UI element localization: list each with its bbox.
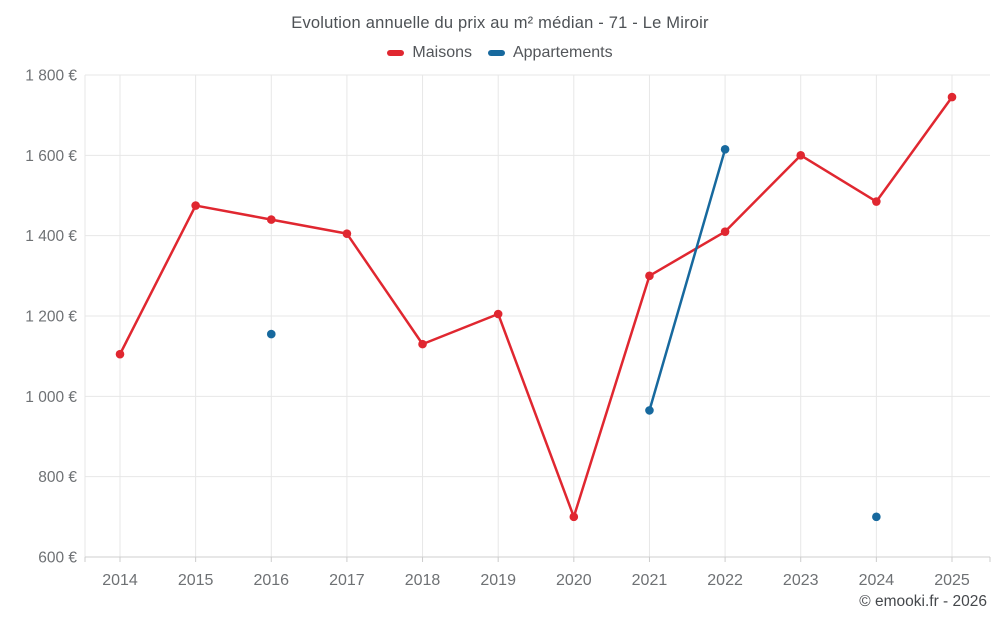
data-point-maisons-2014[interactable] bbox=[115, 349, 125, 359]
maisons-series-swatch-icon bbox=[387, 50, 405, 56]
data-point-maisons-2022[interactable] bbox=[720, 227, 730, 236]
data-point-maisons-2016[interactable] bbox=[266, 215, 276, 224]
x-axis-label: 2022 bbox=[707, 572, 743, 589]
credit-link[interactable]: © emooki.fr - 2026 bbox=[859, 593, 987, 610]
y-axis-label: 800 € bbox=[38, 469, 77, 486]
data-point-maisons-2024[interactable] bbox=[872, 197, 881, 206]
y-axis-label: 1 600 € bbox=[25, 148, 77, 165]
chart-title: Evolution annuelle du prix au m² médian … bbox=[291, 14, 709, 32]
x-axis-label: 2020 bbox=[556, 572, 592, 589]
x-axis-label: 2024 bbox=[859, 572, 895, 589]
x-axis-label: 2017 bbox=[329, 572, 365, 589]
data-point-maisons-2023[interactable] bbox=[796, 151, 806, 160]
data-point-maisons-2025[interactable] bbox=[947, 92, 957, 102]
x-axis-label: 2019 bbox=[480, 572, 516, 589]
legend: Maisons Appartements bbox=[0, 44, 1000, 62]
legend-label-maisons: Maisons bbox=[412, 44, 472, 61]
x-axis-label: 2025 bbox=[934, 572, 970, 589]
x-axis-label: 2015 bbox=[178, 572, 214, 589]
y-axis-label: 1 200 € bbox=[25, 309, 77, 326]
data-point-maisons-2018[interactable] bbox=[418, 339, 427, 349]
legend-item-appartements[interactable]: Appartements bbox=[487, 44, 613, 62]
x-axis-label: 2014 bbox=[102, 572, 138, 589]
data-point-maisons-2019[interactable] bbox=[493, 309, 503, 319]
y-axis-label: 1 000 € bbox=[25, 389, 77, 406]
series-line-maisons bbox=[118, 95, 954, 519]
x-axis-label: 2018 bbox=[405, 572, 441, 589]
data-point-appartements-2022[interactable] bbox=[720, 145, 730, 154]
data-point-maisons-2017[interactable] bbox=[342, 229, 352, 238]
series-line-appartements bbox=[648, 148, 727, 412]
data-point-maisons-2015[interactable] bbox=[191, 201, 200, 210]
x-axis-label: 2016 bbox=[253, 572, 289, 589]
data-point-appartements-2024[interactable] bbox=[872, 512, 881, 522]
x-axis-label: 2023 bbox=[783, 572, 819, 589]
y-axis-label: 1 400 € bbox=[25, 228, 77, 245]
legend-item-maisons[interactable]: Maisons bbox=[387, 44, 472, 62]
y-axis-label: 1 800 € bbox=[25, 68, 77, 85]
data-point-maisons-2021[interactable] bbox=[645, 271, 654, 281]
y-axis-label: 600 € bbox=[38, 550, 77, 567]
data-point-maisons-2020[interactable] bbox=[569, 512, 579, 522]
appartements-series-swatch-icon bbox=[487, 50, 505, 56]
data-point-appartements-2016[interactable] bbox=[266, 329, 276, 339]
data-point-appartements-2021[interactable] bbox=[645, 406, 654, 415]
legend-label-appartements: Appartements bbox=[512, 44, 613, 61]
x-axis-label: 2021 bbox=[632, 572, 668, 589]
